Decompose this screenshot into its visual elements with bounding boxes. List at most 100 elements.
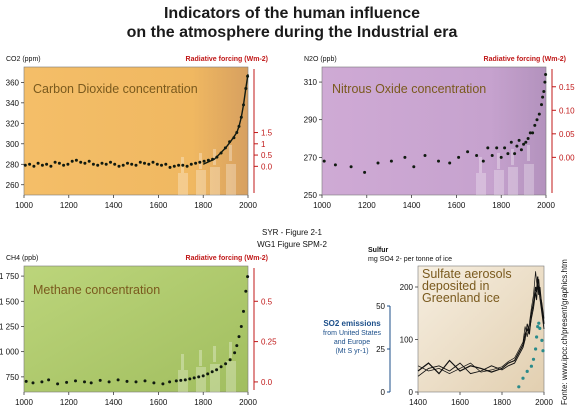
data-point	[522, 142, 526, 146]
y-tick-label: 1 000	[0, 348, 20, 357]
emissions-point	[531, 357, 536, 361]
x-tick-label: 2000	[537, 201, 555, 210]
y-tick-label: 250	[304, 191, 318, 200]
x-tick-label: 1800	[194, 201, 212, 210]
data-point	[143, 379, 147, 383]
data-point	[531, 131, 535, 135]
emissions-point	[521, 376, 525, 380]
data-point	[40, 163, 44, 167]
y-tick-label: 320	[6, 119, 20, 128]
title-line-2: on the atmosphere during the Industrial …	[127, 24, 458, 41]
data-point	[223, 146, 227, 150]
sulfate-series-line	[417, 271, 545, 374]
panel-title-line: Sulfate aerosols	[422, 267, 512, 281]
data-point	[126, 161, 129, 165]
chimney-icon	[479, 157, 482, 173]
chimney-icon	[229, 342, 232, 358]
data-point	[56, 382, 60, 386]
data-point	[528, 131, 532, 135]
emissions-tick-label: 50	[376, 302, 385, 311]
data-point	[239, 325, 243, 328]
plot-background	[23, 66, 249, 196]
x-tick-label: 1400	[403, 201, 421, 210]
data-point	[151, 160, 155, 164]
factory-building-icon	[196, 170, 206, 195]
data-point	[513, 152, 517, 156]
data-point	[116, 378, 120, 382]
factory-building-icon	[494, 170, 504, 195]
data-point	[152, 381, 156, 385]
y-tick-label: 280	[6, 160, 20, 169]
x-tick-label: 1400	[105, 398, 123, 407]
data-point	[235, 131, 239, 134]
data-point	[541, 95, 545, 99]
factory-building-icon	[508, 167, 518, 195]
data-point	[121, 163, 125, 167]
data-point	[519, 148, 523, 152]
data-point	[40, 380, 44, 384]
data-point	[228, 358, 232, 362]
data-point	[130, 162, 134, 166]
chimney-icon	[213, 149, 216, 165]
emissions-axis-label: SO2 emissions	[323, 319, 381, 328]
data-point	[107, 380, 111, 384]
panel-title: Methane concentration	[33, 283, 160, 297]
data-point	[242, 103, 245, 107]
data-point	[237, 335, 241, 339]
data-point	[134, 163, 138, 167]
emissions-point	[535, 335, 539, 339]
chimney-icon	[497, 153, 500, 169]
data-point	[47, 378, 51, 382]
y-axis-label: CO2 (ppm)	[6, 56, 41, 63]
data-point	[232, 136, 236, 140]
x-tick-label: 1200	[60, 398, 78, 407]
y-axis-label-line2: mg SO4 2- per tonne of ice	[368, 256, 452, 263]
data-point	[322, 159, 326, 163]
data-point	[526, 137, 530, 140]
data-point	[543, 80, 547, 84]
forcing-tick-label: 0.00	[559, 153, 575, 162]
data-point	[113, 162, 117, 166]
data-point	[481, 159, 485, 163]
data-point	[147, 162, 151, 166]
data-point	[164, 162, 168, 166]
forcing-axis-label: Radiative forcing (Wm-2)	[186, 56, 268, 63]
data-point	[228, 140, 232, 144]
data-point	[517, 138, 521, 142]
data-point	[192, 376, 196, 380]
data-point	[495, 146, 499, 150]
data-point	[210, 370, 214, 374]
y-tick-label: 1 750	[0, 272, 20, 281]
forcing-tick-label: 0.10	[559, 106, 575, 115]
data-point	[211, 157, 215, 161]
factory-building-icon	[210, 167, 220, 195]
y-tick-label: 360	[6, 78, 20, 87]
data-point	[70, 159, 74, 163]
forcing-tick-label: 0.0	[261, 378, 273, 387]
data-point	[160, 163, 163, 167]
data-point	[188, 377, 192, 381]
panel-title-line: Greenland ice	[422, 291, 500, 305]
forcing-tick-label: 0.15	[559, 83, 575, 92]
y-axis-label: N2O (ppb)	[304, 56, 337, 63]
data-point	[197, 375, 201, 379]
emissions-axis-label: and Europe	[334, 339, 370, 346]
data-point	[174, 379, 178, 383]
x-tick-label: 1200	[60, 201, 78, 210]
data-point	[437, 159, 440, 163]
data-point	[109, 160, 112, 164]
data-point	[36, 161, 40, 165]
data-point	[168, 380, 172, 384]
data-point	[224, 362, 228, 366]
data-point	[376, 161, 380, 165]
x-tick-label: 1600	[451, 398, 469, 407]
data-point	[242, 309, 245, 313]
data-point	[509, 140, 513, 144]
data-point	[198, 160, 202, 164]
data-point	[161, 382, 165, 386]
data-point	[540, 103, 543, 107]
data-point	[53, 160, 57, 164]
data-point	[45, 162, 49, 166]
factory-building-icon	[178, 173, 188, 195]
